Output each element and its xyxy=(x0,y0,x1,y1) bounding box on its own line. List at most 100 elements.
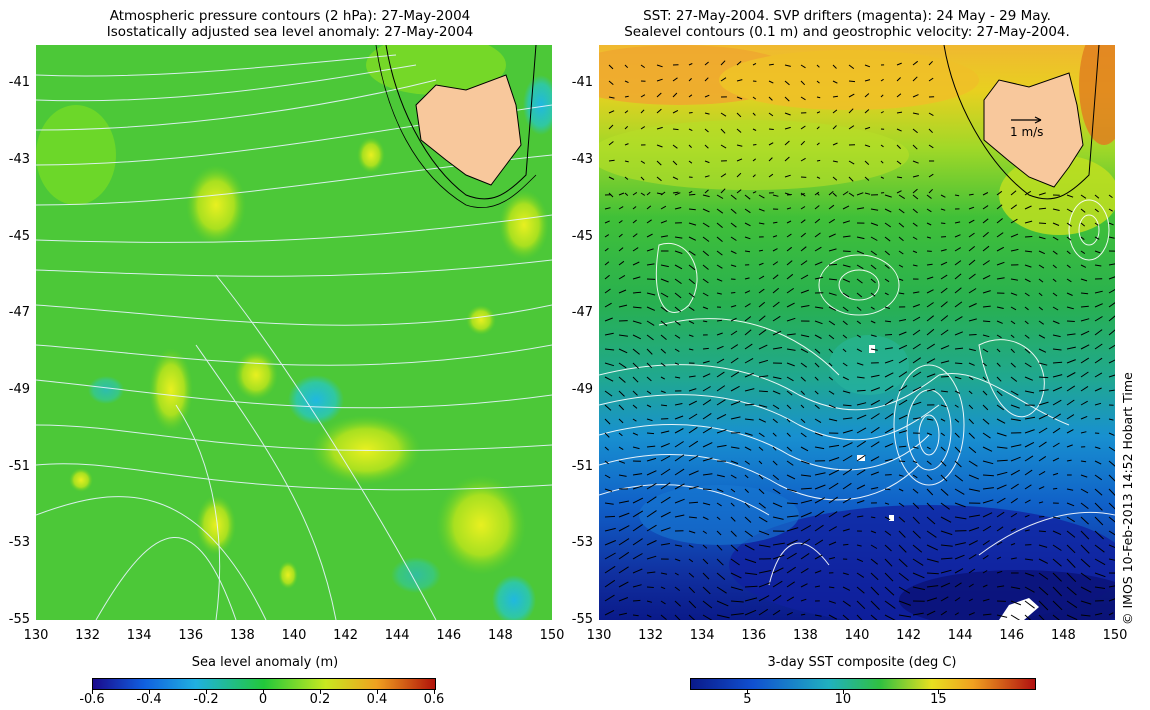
velocity-arrow xyxy=(646,233,653,238)
velocity-arrow xyxy=(752,62,757,66)
velocity-arrow xyxy=(744,343,753,350)
velocity-arrow xyxy=(772,594,782,602)
velocity-arrow xyxy=(800,192,806,197)
velocity-arrow xyxy=(772,347,783,350)
velocity-arrow xyxy=(954,516,967,520)
velocity-arrow xyxy=(758,582,771,588)
left-colorbar-tick-label: -0.2 xyxy=(193,692,219,707)
velocity-arrow xyxy=(656,126,663,130)
velocity-arrow xyxy=(646,445,656,448)
velocity-arrow xyxy=(702,488,712,491)
velocity-arrow xyxy=(604,302,612,308)
velocity-arrow xyxy=(730,371,740,378)
velocity-arrow xyxy=(954,568,964,574)
velocity-arrow xyxy=(646,540,657,546)
velocity-arrow xyxy=(968,583,974,588)
velocity-arrow xyxy=(814,570,822,574)
velocity-arrow xyxy=(800,613,806,616)
velocity-arrow xyxy=(786,362,795,367)
velocity-arrow xyxy=(982,376,987,381)
velocity-arrow xyxy=(1080,318,1090,322)
velocity-arrow xyxy=(814,232,821,238)
velocity-arrow xyxy=(954,331,963,336)
velocity-arrow xyxy=(702,194,710,198)
velocity-arrow xyxy=(688,558,694,563)
velocity-arrow xyxy=(1052,472,1059,476)
velocity-arrow xyxy=(1094,250,1101,254)
velocity-arrow xyxy=(784,174,791,178)
velocity-arrow xyxy=(618,206,624,210)
velocity-arrow xyxy=(618,538,630,546)
velocity-arrow xyxy=(800,274,809,280)
velocity-arrow xyxy=(604,540,616,546)
velocity-arrow xyxy=(1066,194,1074,198)
velocity-arrow xyxy=(1052,487,1058,490)
velocity-arrow xyxy=(632,291,642,294)
anomaly-warm-patches xyxy=(36,45,549,589)
velocity-arrow xyxy=(1108,359,1115,364)
velocity-arrow xyxy=(758,390,768,393)
velocity-arrow xyxy=(1080,357,1090,364)
velocity-arrow xyxy=(758,570,772,574)
velocity-arrow xyxy=(842,482,852,490)
velocity-arrow xyxy=(912,530,921,539)
velocity-arrow xyxy=(716,264,723,269)
velocity-arrow xyxy=(618,233,623,238)
velocity-arrow xyxy=(1052,427,1061,434)
velocity-arrow xyxy=(632,599,641,602)
velocity-arrow xyxy=(758,315,766,322)
velocity-arrow xyxy=(1080,516,1089,525)
velocity-arrow xyxy=(940,460,947,467)
velocity-arrow xyxy=(968,446,977,454)
velocity-arrow xyxy=(608,80,614,85)
velocity-arrow xyxy=(1010,248,1019,252)
velocity-arrow xyxy=(660,442,670,448)
velocity-arrow xyxy=(870,334,877,337)
velocity-arrow xyxy=(646,457,657,462)
velocity-arrow xyxy=(982,570,988,574)
velocity-arrow xyxy=(870,292,876,297)
velocity-arrow xyxy=(604,288,611,294)
velocity-arrow xyxy=(1080,488,1089,494)
velocity-arrow xyxy=(656,92,662,98)
velocity-arrow xyxy=(618,551,630,560)
velocity-arrow xyxy=(954,418,960,423)
velocity-arrow xyxy=(800,232,807,238)
velocity-arrow xyxy=(926,236,932,239)
velocity-arrow xyxy=(1010,404,1020,409)
velocity-arrow xyxy=(702,320,708,323)
velocity-arrow xyxy=(688,222,697,226)
velocity-arrow xyxy=(842,278,851,283)
velocity-arrow xyxy=(618,274,626,280)
velocity-arrow xyxy=(720,77,727,82)
sea-level-colorbar xyxy=(92,678,436,690)
velocity-arrow xyxy=(632,553,643,560)
velocity-arrow xyxy=(828,418,838,422)
velocity-arrow xyxy=(1066,516,1075,523)
velocity-arrow xyxy=(660,235,668,238)
velocity-arrow xyxy=(968,206,975,210)
imos-credit: © IMOS 10-Feb-2013 14:52 Hobart Time xyxy=(1120,372,1135,625)
velocity-arrow xyxy=(1108,194,1113,199)
velocity-arrow xyxy=(898,586,911,594)
velocity-arrow xyxy=(716,502,722,507)
velocity-arrow xyxy=(828,526,837,532)
velocity-arrow xyxy=(660,334,667,340)
velocity-arrow xyxy=(884,398,894,406)
velocity-arrow xyxy=(702,250,710,257)
velocity-arrow xyxy=(1108,446,1115,452)
velocity-arrow xyxy=(1024,469,1033,476)
velocity-arrow xyxy=(996,432,1007,437)
velocity-arrow xyxy=(720,112,727,117)
velocity-arrow xyxy=(632,538,643,546)
velocity-arrow xyxy=(1066,586,1077,596)
velocity-arrow xyxy=(784,140,790,146)
right-lat-tick: -43 xyxy=(571,152,593,167)
velocity-arrow xyxy=(730,530,737,537)
velocity-arrow xyxy=(720,60,726,66)
velocity-arrow xyxy=(884,385,894,392)
velocity-arrow xyxy=(870,544,878,549)
right-lon-tick: 144 xyxy=(947,628,973,643)
velocity-arrow xyxy=(646,248,654,252)
velocity-arrow xyxy=(884,614,896,620)
